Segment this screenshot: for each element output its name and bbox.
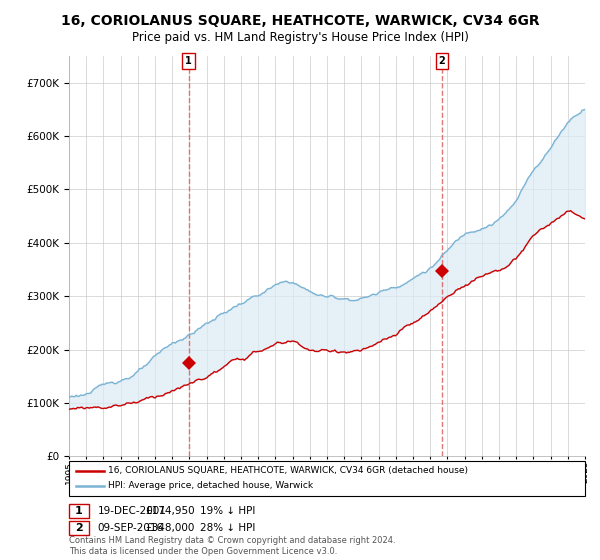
Text: 16, CORIOLANUS SQUARE, HEATHCOTE, WARWICK, CV34 6GR (detached house): 16, CORIOLANUS SQUARE, HEATHCOTE, WARWIC…	[108, 466, 468, 475]
Text: 19% ↓ HPI: 19% ↓ HPI	[200, 506, 255, 516]
Text: 28% ↓ HPI: 28% ↓ HPI	[200, 523, 255, 533]
Text: £174,950: £174,950	[146, 506, 196, 516]
Text: 2: 2	[75, 523, 83, 533]
Text: £348,000: £348,000	[146, 523, 195, 533]
Text: 1: 1	[185, 56, 192, 66]
Text: HPI: Average price, detached house, Warwick: HPI: Average price, detached house, Warw…	[108, 482, 313, 491]
Text: 1: 1	[75, 506, 83, 516]
Text: Contains HM Land Registry data © Crown copyright and database right 2024.
This d: Contains HM Land Registry data © Crown c…	[69, 536, 395, 556]
Text: 2: 2	[439, 56, 445, 66]
Text: 16, CORIOLANUS SQUARE, HEATHCOTE, WARWICK, CV34 6GR: 16, CORIOLANUS SQUARE, HEATHCOTE, WARWIC…	[61, 14, 539, 28]
Text: 19-DEC-2001: 19-DEC-2001	[98, 506, 167, 516]
Text: 09-SEP-2016: 09-SEP-2016	[98, 523, 164, 533]
Text: Price paid vs. HM Land Registry's House Price Index (HPI): Price paid vs. HM Land Registry's House …	[131, 31, 469, 44]
